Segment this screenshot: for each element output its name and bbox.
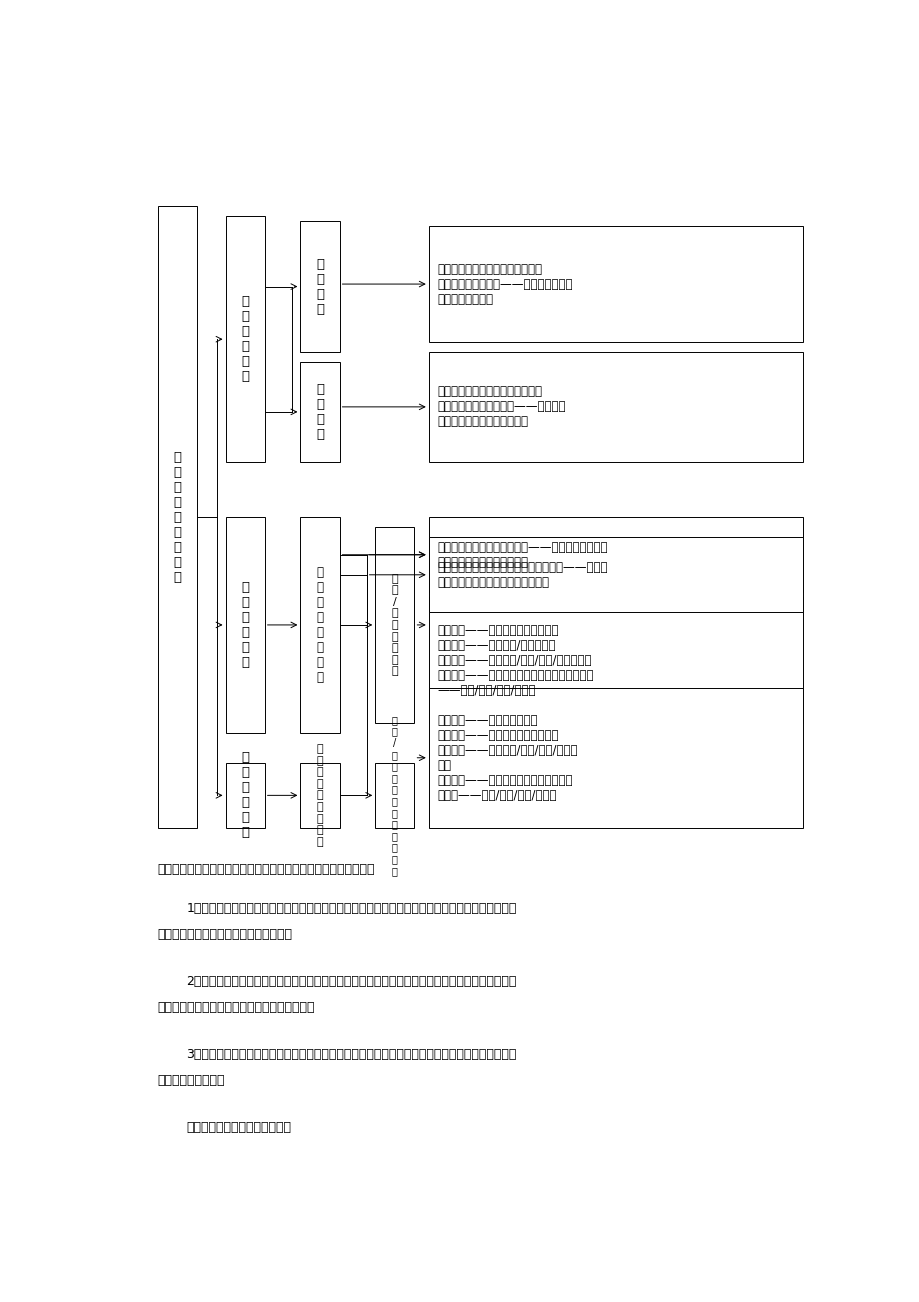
- FancyBboxPatch shape: [428, 517, 802, 592]
- Text: 四、纠正及纠正措施的证实资料: 四、纠正及纠正措施的证实资料: [186, 1121, 291, 1134]
- FancyBboxPatch shape: [300, 362, 339, 462]
- Text: 在具体填写北京中建协《不符合纠正措施验证报告》时，应注意：: 在具体填写北京中建协《不符合纠正措施验证报告》时，应注意：: [158, 863, 375, 876]
- Text: 有
章
难
循: 有 章 难 循: [315, 383, 323, 441]
- Text: 无相应运行规定（程序、制度、方
案、作业指导书等）——制定运行规定，
并组织相关培训。: 无相应运行规定（程序、制度、方 案、作业指导书等）——制定运行规定， 并组织相关…: [437, 263, 573, 306]
- FancyBboxPatch shape: [300, 221, 339, 352]
- FancyBboxPatch shape: [225, 216, 265, 462]
- FancyBboxPatch shape: [428, 687, 802, 828]
- Text: 性或口号式的提法。: 性或口号式的提法。: [158, 1074, 225, 1087]
- FancyBboxPatch shape: [428, 538, 802, 612]
- Text: 2．严格区分纠正和纠正措施，防止以纠正活动代替纠正措施，纠正活动着眼于不符合事实本身的消: 2．严格区分纠正和纠正措施，防止以纠正活动代替纠正措施，纠正活动着眼于不符合事实…: [186, 975, 516, 988]
- FancyBboxPatch shape: [300, 763, 339, 828]
- Text: 责任不明——规定职责权限。
能力不够——培训提高或调整分工。
资源不足——提供人力/物力/财力/技术资
源。
执行不力——（包括责任性不强、工作不
认真）——批: 责任不明——规定职责权限。 能力不够——培训提高或调整分工。 资源不足——提供人…: [437, 713, 577, 802]
- Text: 不
符
合
项
的
相
关
过
程: 不 符 合 项 的 相 关 过 程: [173, 450, 181, 583]
- Text: 知
道
/
熟
悉
相
应
规
定
和
检
查
要
求: 知 道 / 熟 悉 相 应 规 定 和 检 查 要 求: [391, 715, 397, 876]
- Text: 相应运行规定不当、不详细、操作
性差、未随条件变化修改——修订完善
运行规定，并组织相关培训。: 相应运行规定不当、不详细、操作 性差、未随条件变化修改——修订完善 运行规定，并…: [437, 385, 565, 428]
- FancyBboxPatch shape: [225, 763, 265, 828]
- FancyBboxPatch shape: [428, 352, 802, 462]
- Text: 策
划
方
面
原
因: 策 划 方 面 原 因: [241, 296, 249, 383]
- Text: 检
查
方
面
原
因: 检 查 方 面 原 因: [241, 751, 249, 840]
- FancyBboxPatch shape: [428, 598, 802, 723]
- FancyBboxPatch shape: [375, 763, 414, 828]
- Text: 无
章
可
循: 无 章 可 循: [315, 258, 323, 315]
- FancyBboxPatch shape: [225, 517, 265, 733]
- Text: 3．所有措施应明确，有具体的做法和管理办法，并规定责任部门或岗位，以及进度要求，防止纲领: 3．所有措施应明确，有具体的做法和管理办法，并规定责任部门或岗位，以及进度要求，…: [186, 1048, 516, 1061]
- FancyBboxPatch shape: [158, 207, 197, 828]
- FancyBboxPatch shape: [428, 227, 802, 341]
- Text: 1．应从是否有相应的规定，是否执行了规定两方面找原因，针对每一项原因都应该制定一条或几条: 1．应从是否有相应的规定，是否执行了规定两方面找原因，针对每一项原因都应该制定一…: [186, 902, 516, 915]
- FancyBboxPatch shape: [300, 517, 339, 733]
- Text: 不知道或不熟悉相应运行规定——组织针对性交底、
培训，或将规定发给执行者。: 不知道或不熟悉相应运行规定——组织针对性交底、 培训，或将规定发给执行者。: [437, 540, 607, 569]
- Text: 不知道或不熟悉相应运行规定和检查要求——组织针
对性交底、培训或手执规定去检查。: 不知道或不熟悉相应运行规定和检查要求——组织针 对性交底、培训或手执规定去检查。: [437, 561, 607, 589]
- FancyBboxPatch shape: [375, 527, 414, 723]
- Text: 实
施
方
面
原
因: 实 施 方 面 原 因: [241, 581, 249, 669]
- Text: 知
道
/
熟
悉
运
行
规
定: 知 道 / 熟 悉 运 行 规 定: [391, 573, 398, 676]
- Text: 具体的纠正措施，防止措施与原因脱节；: 具体的纠正措施，防止措施与原因脱节；: [158, 928, 292, 941]
- Text: 监
管
不
严
，
整
改
不
力: 监 管 不 严 ， 整 改 不 力: [316, 743, 323, 846]
- Text: 除，纠正措施则着眼于切断不符合的因果关系；: 除，纠正措施则着眼于切断不符合的因果关系；: [158, 1001, 315, 1014]
- Text: 有
章
不
循
无
据
可
查: 有 章 不 循 无 据 可 查: [316, 566, 323, 684]
- Text: 责任不明——规定具体的职责权限。
能力不够——培训提高/调整分工。
资源不足——提供不力/物力/财力/技术资源。
执行不力——（包括责任性不强、工作不认真）
—: 责任不明——规定具体的职责权限。 能力不够——培训提高/调整分工。 资源不足——…: [437, 624, 593, 697]
